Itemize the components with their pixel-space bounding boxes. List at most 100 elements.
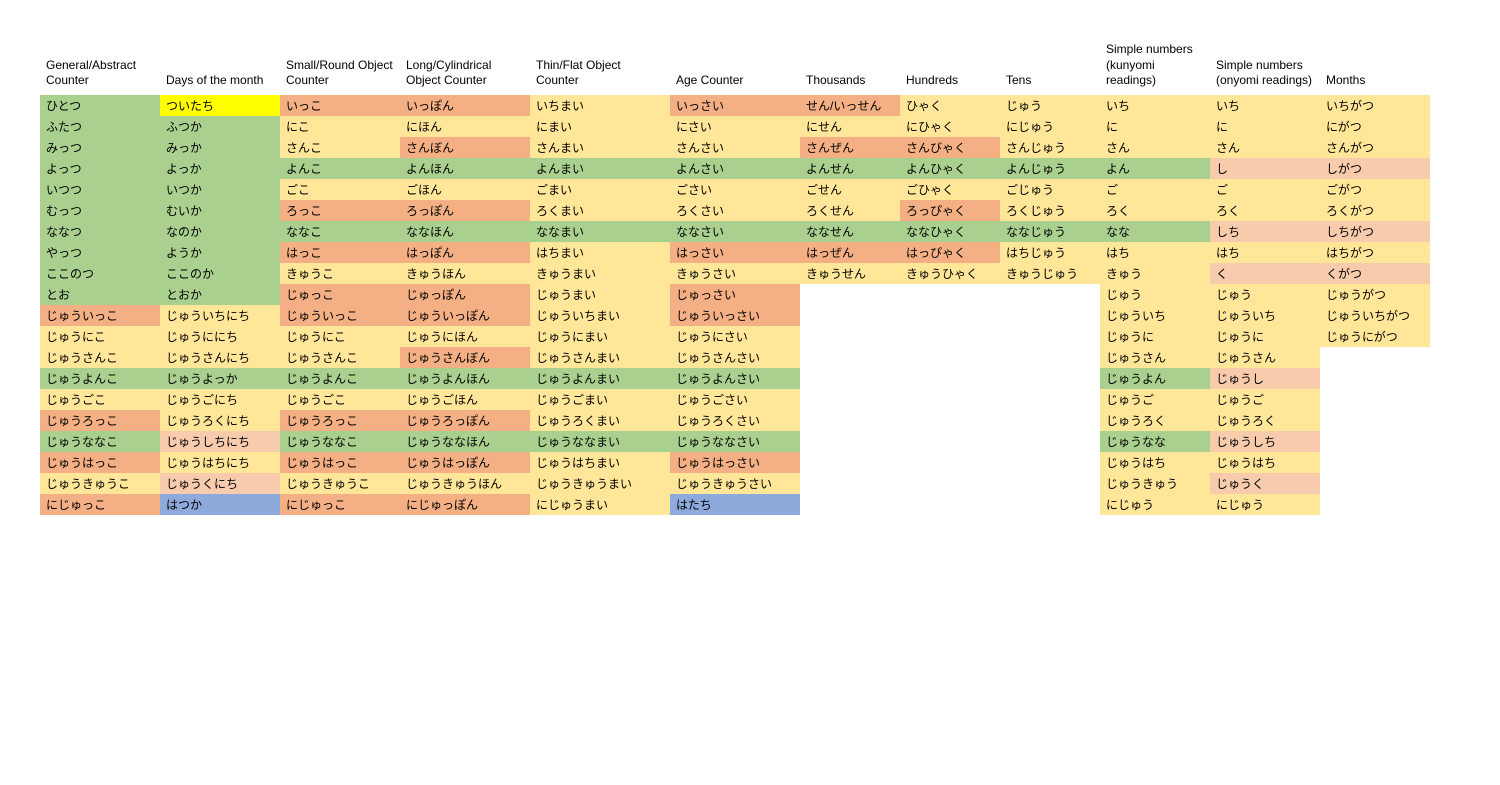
column-header: Thousands xyxy=(800,40,900,95)
table-cell: じゅうさんまい xyxy=(530,347,670,368)
table-cell: じゅうにこ xyxy=(40,326,160,347)
table-cell: しち xyxy=(1210,221,1320,242)
table-cell: きゅうひゃく xyxy=(900,263,1000,284)
table-cell xyxy=(1320,347,1430,368)
table-cell: きゅうせん xyxy=(800,263,900,284)
table-cell: ごせん xyxy=(800,179,900,200)
table-row: じゅうきゅうこじゅうくにちじゅうきゅうこじゅうきゅうほんじゅうきゅうまいじゅうき… xyxy=(40,473,1430,494)
table-cell: じゅうさんぼん xyxy=(400,347,530,368)
table-cell: じゅうよんほん xyxy=(400,368,530,389)
table-cell: いっさい xyxy=(670,95,800,116)
table-cell: にじゅう xyxy=(1100,494,1210,515)
table-cell: よんまい xyxy=(530,158,670,179)
table-cell: いつか xyxy=(160,179,280,200)
table-cell: はっさい xyxy=(670,242,800,263)
table-cell xyxy=(1000,494,1100,515)
table-cell xyxy=(800,431,900,452)
table-cell: さんがつ xyxy=(1320,137,1430,158)
table-cell xyxy=(1000,410,1100,431)
table-cell: はち xyxy=(1210,242,1320,263)
table-row: やっつようかはっこはっぽんはちまいはっさいはっぜんはっぴゃくはちじゅうはちはちは… xyxy=(40,242,1430,263)
table-row: よっつよっかよんこよんほんよんまいよんさいよんせんよんひゃくよんじゅうよんししが… xyxy=(40,158,1430,179)
table-cell: じゅうさんさい xyxy=(670,347,800,368)
table-cell: きゅうさい xyxy=(670,263,800,284)
table-cell: いちまい xyxy=(530,95,670,116)
table-cell: にじゅっこ xyxy=(40,494,160,515)
table-cell: よっか xyxy=(160,158,280,179)
table-cell: じゅうろっぽん xyxy=(400,410,530,431)
table-cell xyxy=(1000,431,1100,452)
table-cell: じゅうにがつ xyxy=(1320,326,1430,347)
table-cell: じゅういっさい xyxy=(670,305,800,326)
table-cell xyxy=(1320,368,1430,389)
table-cell: ごほん xyxy=(400,179,530,200)
table-cell: じゅうろっこ xyxy=(280,410,400,431)
table-cell xyxy=(900,494,1000,515)
table-cell: きゅうほん xyxy=(400,263,530,284)
table-cell: よん xyxy=(1100,158,1210,179)
column-header: Tens xyxy=(1000,40,1100,95)
column-header: Hundreds xyxy=(900,40,1000,95)
table-cell xyxy=(900,452,1000,473)
table-cell: ごがつ xyxy=(1320,179,1430,200)
table-cell: ろくまい xyxy=(530,200,670,221)
table-cell: じゅうななほん xyxy=(400,431,530,452)
table-cell: にこ xyxy=(280,116,400,137)
table-cell: はっぽん xyxy=(400,242,530,263)
table-cell: ろく xyxy=(1100,200,1210,221)
table-cell xyxy=(1000,284,1100,305)
table-cell: じゅうよっか xyxy=(160,368,280,389)
table-cell: じゅうろくまい xyxy=(530,410,670,431)
table-cell: じゅういっこ xyxy=(280,305,400,326)
table-cell: じゅうはち xyxy=(1210,452,1320,473)
table-cell: じゅうはちまい xyxy=(530,452,670,473)
table-cell: じゅうさん xyxy=(1210,347,1320,368)
table-cell: ろく xyxy=(1210,200,1320,221)
table-cell: ななじゅう xyxy=(1000,221,1100,242)
table-cell: きゅうまい xyxy=(530,263,670,284)
table-cell: じゅうしちにち xyxy=(160,431,280,452)
table-row: みっつみっかさんこさんぼんさんまいさんさいさんぜんさんびゃくさんじゅうさんさんさ… xyxy=(40,137,1430,158)
table-row: じゅうろっこじゅうろくにちじゅうろっこじゅうろっぽんじゅうろくまいじゅうろくさい… xyxy=(40,410,1430,431)
table-cell: じゅうはち xyxy=(1100,452,1210,473)
table-cell: にさい xyxy=(670,116,800,137)
table-cell: むいか xyxy=(160,200,280,221)
table-cell xyxy=(800,494,900,515)
table-cell: じゅうはっさい xyxy=(670,452,800,473)
table-cell: じゅうろく xyxy=(1210,410,1320,431)
table-cell: なな xyxy=(1100,221,1210,242)
table-cell: じゅうよんこ xyxy=(280,368,400,389)
table-cell: ごひゃく xyxy=(900,179,1000,200)
table-cell: きゅう xyxy=(1100,263,1210,284)
table-cell: きゅうじゅう xyxy=(1000,263,1100,284)
table-cell: ひとつ xyxy=(40,95,160,116)
table-cell: ご xyxy=(1210,179,1320,200)
table-cell: みっつ xyxy=(40,137,160,158)
table-cell: ごこ xyxy=(280,179,400,200)
table-cell: じゅうまい xyxy=(530,284,670,305)
column-header: Days of the month xyxy=(160,40,280,95)
table-cell: ななつ xyxy=(40,221,160,242)
table-cell: ななさい xyxy=(670,221,800,242)
table-cell: はっぴゃく xyxy=(900,242,1000,263)
table-cell: いつつ xyxy=(40,179,160,200)
table-cell: やっつ xyxy=(40,242,160,263)
table-cell: ななひゃく xyxy=(900,221,1000,242)
table-cell xyxy=(900,431,1000,452)
table-cell: じゅうろく xyxy=(1100,410,1210,431)
table-cell: じゅうよんこ xyxy=(40,368,160,389)
table-cell: ななせん xyxy=(800,221,900,242)
table-row: じゅうにこじゅうににちじゅうにこじゅうにほんじゅうにまいじゅうにさいじゅうにじゅ… xyxy=(40,326,1430,347)
table-cell: じゅうはっこ xyxy=(40,452,160,473)
table-cell: じゅうきゅうまい xyxy=(530,473,670,494)
table-cell xyxy=(1000,452,1100,473)
table-cell: さんじゅう xyxy=(1000,137,1100,158)
table-cell: じゅう xyxy=(1000,95,1100,116)
table-cell: じゅうさんにち xyxy=(160,347,280,368)
table-cell: くがつ xyxy=(1320,263,1430,284)
table-cell xyxy=(800,452,900,473)
column-header: Age Counter xyxy=(670,40,800,95)
table-cell: じゅうにさい xyxy=(670,326,800,347)
table-cell: さんびゃく xyxy=(900,137,1000,158)
table-cell: さんぜん xyxy=(800,137,900,158)
